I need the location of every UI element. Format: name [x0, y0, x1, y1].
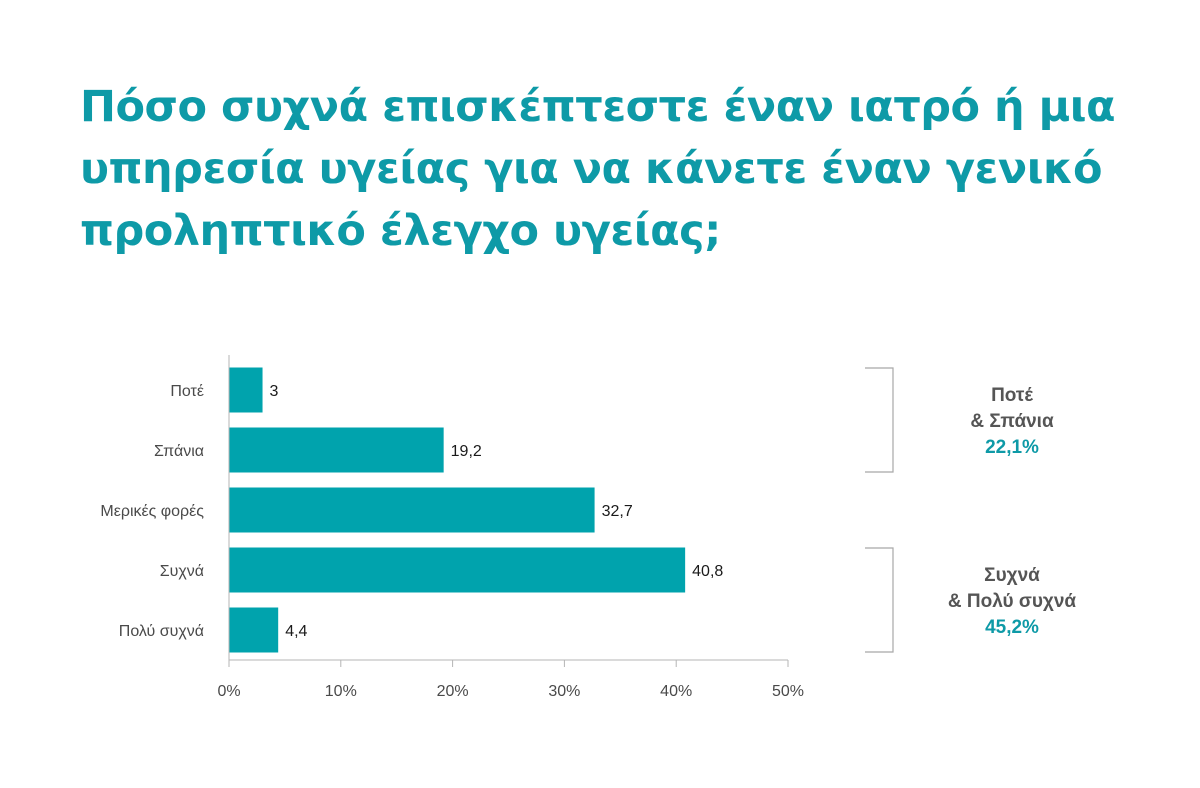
group-name-line1: Συχνά — [984, 565, 1040, 586]
group-bracket — [865, 547, 894, 653]
value-label: 3 — [270, 383, 279, 400]
bar-2 — [229, 487, 595, 533]
group-name-line2: & Πολύ συχνά — [948, 591, 1077, 612]
value-label: 40,8 — [692, 563, 723, 580]
group-percentage: 45,2% — [985, 617, 1039, 638]
value-label: 32,7 — [602, 503, 633, 520]
category-label: Πολύ συχνά — [119, 623, 204, 640]
x-tick-label: 40% — [660, 683, 692, 700]
category-label: Σπάνια — [154, 443, 204, 460]
bar-0 — [229, 367, 263, 413]
group-bracket — [865, 367, 894, 473]
value-label: 19,2 — [451, 443, 482, 460]
group-percentage: 22,1% — [985, 437, 1039, 458]
group-annotations: Ποτέ & Σπάνια 22,1% Συχνά & Πολύ συχνά 45,2% — [865, 367, 1077, 653]
value-label: 4,4 — [285, 623, 307, 640]
bar-1 — [229, 427, 444, 473]
chart-title: Πόσο συχνά επισκέπτεστε έναν ιατρό ή μια… — [80, 82, 1116, 256]
x-axis: 0% 10% 20% 30% 40% 50% — [217, 355, 804, 700]
x-tick-label: 0% — [217, 683, 240, 700]
category-label: Συχνά — [160, 563, 204, 580]
x-tick-label: 20% — [437, 683, 469, 700]
category-label: Ποτέ — [170, 383, 204, 400]
x-tick-label: 50% — [772, 683, 804, 700]
category-label: Μερικές φορές — [100, 503, 204, 520]
bar-3 — [229, 547, 686, 593]
x-tick-label: 30% — [548, 683, 580, 700]
bar-4 — [229, 607, 279, 653]
bars-layer: Ποτέ 3 Σπάνια 19,2 Μερικές φορές 32,7 Συχνά 40,… — [100, 367, 723, 653]
x-tick-label: 10% — [325, 683, 357, 700]
group-name-line2: & Σπάνια — [970, 411, 1054, 432]
group-name-line1: Ποτέ — [991, 385, 1033, 406]
